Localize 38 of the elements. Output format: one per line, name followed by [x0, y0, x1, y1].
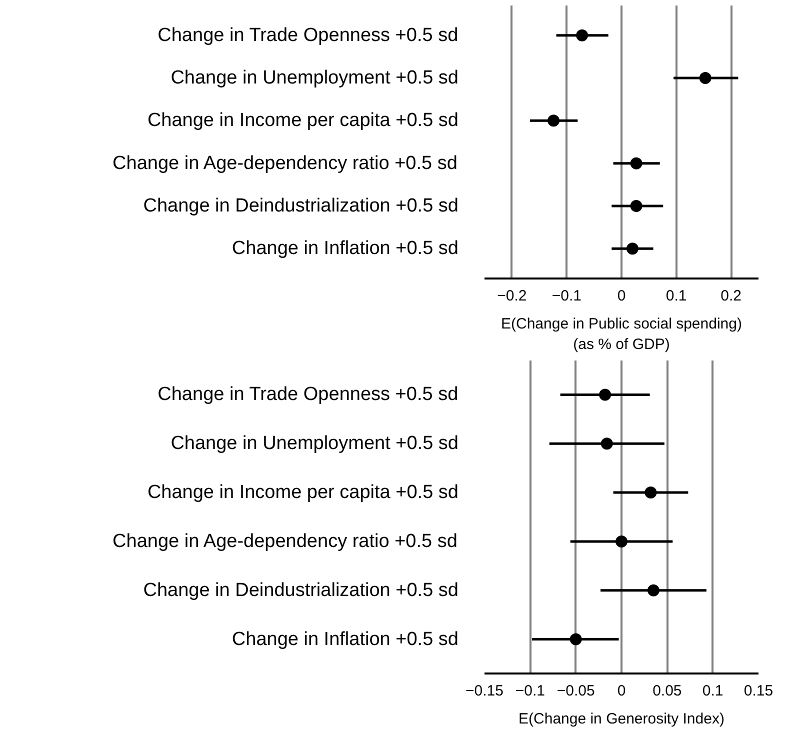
- y-tick-label: Change in Trade Openness +0.5 sd: [158, 24, 458, 46]
- x-tick-label: 0.1: [702, 682, 724, 700]
- y-tick-label: Change in Age-dependency ratio +0.5 sd: [112, 152, 458, 174]
- x-tick-label: −0.15: [466, 682, 504, 700]
- point: [600, 438, 613, 450]
- point: [570, 633, 582, 646]
- x-tick-label: 0.2: [720, 288, 742, 304]
- y-tick-label: Change in Inflation +0.5 sd: [232, 628, 459, 650]
- x-tick-label: 0.1: [666, 288, 687, 304]
- x-tick-label: 0: [617, 682, 626, 700]
- y-tick-label: Change in Inflation +0.5 sd: [232, 238, 459, 260]
- y-tick-label: Change in Deindustrialization +0.5 sd: [143, 195, 458, 216]
- x-tick-label: −0.05: [556, 682, 595, 700]
- x-axis-title: E(Change in Generosity Index): [518, 710, 724, 728]
- y-tick-label: Change in Age-dependency ratio +0.5 sd: [112, 530, 458, 552]
- x-axis-title: E(Change in Public social spending) (as % of GDP): [501, 316, 742, 353]
- point: [599, 388, 612, 401]
- point: [576, 29, 588, 42]
- y-tick-label: Change in Deindustrialization +0.5 sd: [143, 580, 458, 601]
- point: [630, 157, 642, 170]
- x-tick-label: −0.2: [497, 288, 527, 304]
- point: [647, 584, 660, 596]
- point: [630, 200, 642, 212]
- x-tick-label: −0.1: [515, 682, 545, 700]
- point: [548, 114, 560, 127]
- y-tick-label: Change in Unemployment +0.5 sd: [170, 433, 458, 454]
- point: [616, 535, 628, 548]
- point: [626, 242, 638, 255]
- y-tick-label: Change in Income per capita +0.5 sd: [147, 110, 458, 132]
- point: [644, 486, 657, 499]
- point: [699, 72, 712, 84]
- x-tick-label: 0: [617, 288, 626, 304]
- y-tick-label: Change in Unemployment +0.5 sd: [170, 68, 458, 89]
- y-tick-label: Change in Trade Openness +0.5 sd: [158, 384, 458, 406]
- y-tick-label: Change in Income per capita +0.5 sd: [147, 482, 458, 504]
- x-tick-label: −0.1: [552, 288, 582, 304]
- x-tick-label: 0.15: [744, 682, 774, 700]
- x-tick-label: 0.05: [652, 682, 682, 700]
